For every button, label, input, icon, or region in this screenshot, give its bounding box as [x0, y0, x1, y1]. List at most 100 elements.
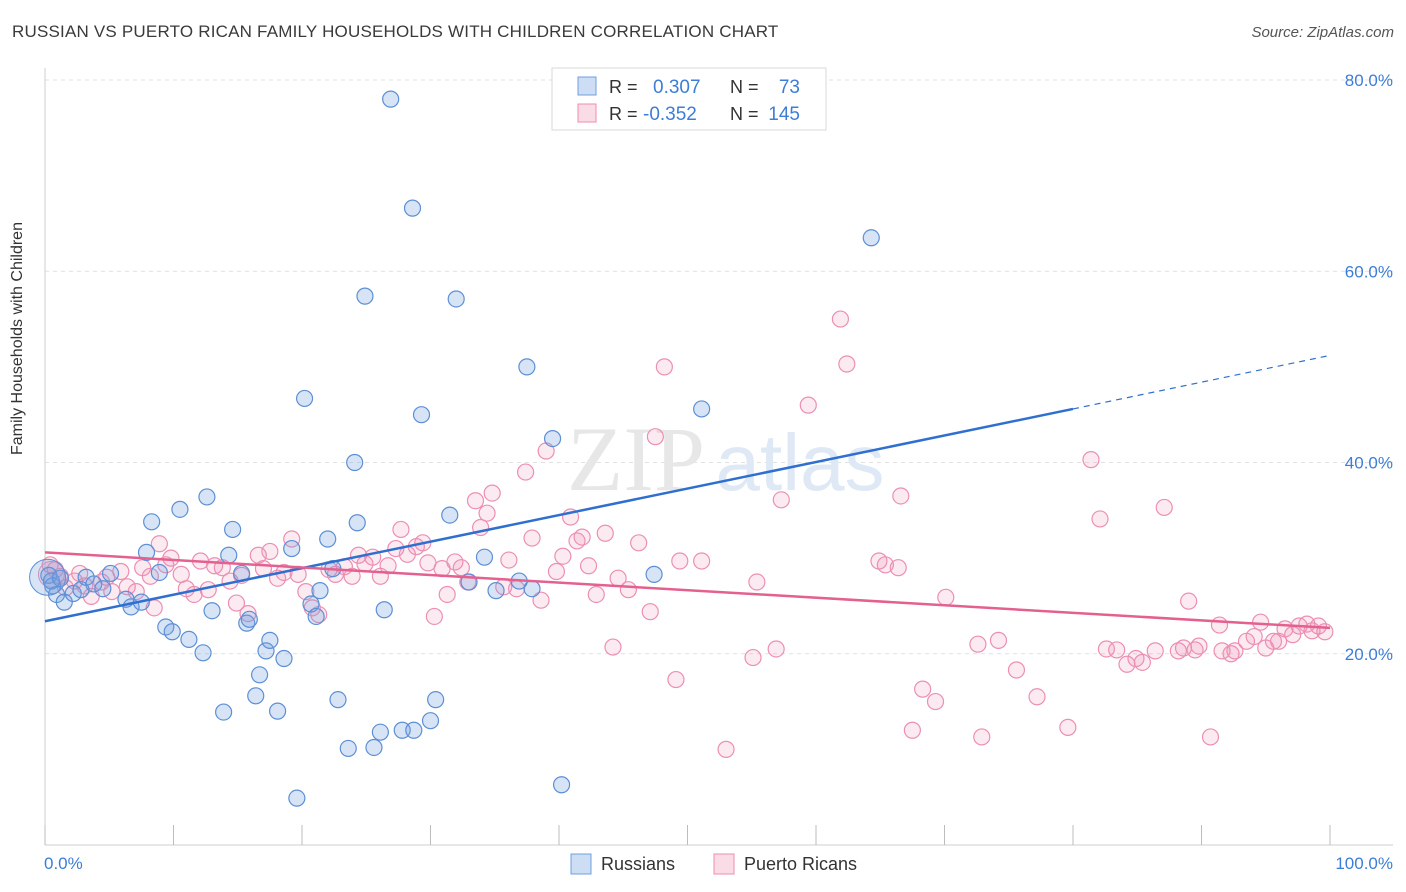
- point-puerto-ricans: [1264, 632, 1283, 650]
- point-russians: [268, 702, 287, 720]
- point-russians: [295, 389, 314, 408]
- point-puerto-ricans: [1082, 451, 1100, 469]
- point-puerto-ricans: [744, 648, 762, 667]
- point-russians: [693, 400, 711, 418]
- point-russians: [283, 539, 301, 558]
- point-puerto-ricans: [587, 585, 605, 604]
- point-russians: [339, 739, 357, 758]
- point-russians: [163, 623, 181, 641]
- point-russians: [319, 530, 337, 548]
- point-puerto-ricans: [772, 491, 790, 509]
- point-russians: [94, 580, 112, 598]
- point-puerto-ricans: [619, 581, 637, 599]
- point-puerto-ricans: [118, 578, 136, 596]
- point-russians: [487, 582, 505, 600]
- point-russians: [137, 543, 156, 561]
- axes: [44, 68, 1393, 846]
- point-russians: [29, 558, 67, 596]
- legend-bottom-label-puerto-ricans: Puerto Ricans: [744, 854, 857, 874]
- point-russians: [441, 506, 459, 524]
- legend-n-value-1: 73: [779, 77, 800, 98]
- point-russians: [518, 358, 536, 376]
- point-puerto-ricans: [425, 607, 443, 626]
- point-russians: [447, 290, 465, 308]
- legend-swatch-russians: [577, 76, 597, 96]
- legend-r-label-2: R =: [609, 104, 638, 124]
- point-puerto-ricans: [989, 631, 1008, 649]
- legend-bottom-swatch-russians: [570, 853, 592, 875]
- legend-r-value-1: 0.307: [653, 77, 701, 98]
- point-russians: [240, 610, 258, 628]
- point-russians: [645, 565, 663, 583]
- watermark-atlas: atlas: [716, 418, 885, 507]
- y-tick-labels: 20.0% 40.0% 60.0% 80.0%: [1345, 71, 1393, 664]
- point-puerto-ricans: [1108, 641, 1126, 659]
- point-puerto-ricans: [717, 740, 735, 758]
- point-russians: [862, 229, 880, 247]
- point-russians: [150, 563, 168, 582]
- legend-n-value-2: 145: [768, 104, 800, 125]
- point-russians: [247, 687, 265, 705]
- point-puerto-ricans: [466, 492, 485, 510]
- point-puerto-ricans: [227, 594, 246, 612]
- point-russians: [403, 199, 422, 217]
- chart-title: RUSSIAN VS PUERTO RICAN FAMILY HOUSEHOLD…: [12, 22, 779, 41]
- point-russians: [250, 666, 269, 684]
- point-russians: [307, 607, 325, 626]
- point-puerto-ricans: [831, 310, 850, 328]
- point-puerto-ricans: [667, 670, 685, 689]
- point-russians: [382, 90, 400, 108]
- point-puerto-ricans: [1180, 592, 1198, 610]
- y-tick-label: 20.0%: [1345, 645, 1393, 664]
- point-puerto-ricans: [1028, 688, 1046, 706]
- point-puerto-ricans: [478, 504, 496, 522]
- point-russians: [288, 789, 306, 807]
- point-russians: [371, 723, 389, 741]
- point-puerto-ricans: [903, 721, 921, 739]
- point-puerto-ricans: [748, 573, 766, 591]
- source-label: Source: ZipAtlas.com: [1251, 24, 1394, 41]
- point-puerto-ricans: [579, 557, 598, 575]
- point-puerto-ricans: [799, 396, 817, 414]
- point-russians: [405, 721, 423, 739]
- point-russians: [346, 453, 364, 472]
- point-puerto-ricans: [283, 530, 301, 548]
- point-puerto-ricans: [1169, 642, 1187, 660]
- point-russians: [64, 584, 82, 603]
- point-puerto-ricans: [937, 588, 955, 606]
- point-puerto-ricans: [1190, 637, 1208, 655]
- point-puerto-ricans: [671, 552, 689, 570]
- point-puerto-ricans: [1245, 627, 1263, 646]
- point-puerto-ricans: [162, 549, 180, 567]
- point-puerto-ricans: [343, 567, 361, 585]
- y-tick-label: 80.0%: [1345, 71, 1393, 90]
- point-puerto-ricans: [1201, 728, 1220, 746]
- point-russians: [257, 642, 275, 660]
- point-russians: [348, 514, 366, 532]
- point-puerto-ricans: [261, 542, 279, 561]
- legend-r-label-1: R =: [609, 77, 638, 97]
- trendline-russians: [44, 407, 1074, 623]
- trendline-puerto-ricans: [44, 551, 1331, 630]
- point-puerto-ricans: [141, 567, 159, 585]
- legend-n-label-2: N =: [730, 104, 759, 124]
- point-puerto-ricans: [641, 603, 659, 621]
- point-puerto-ricans: [926, 692, 945, 711]
- point-puerto-ricans: [892, 487, 910, 505]
- legend-r-value-2: -0.352: [643, 104, 697, 125]
- point-puerto-ricans: [889, 559, 907, 577]
- point-puerto-ricans: [452, 559, 470, 577]
- legend-bottom-swatch-puerto-ricans: [713, 853, 735, 875]
- y-tick-label: 60.0%: [1345, 262, 1393, 281]
- point-russians: [552, 776, 571, 794]
- point-russians: [375, 601, 393, 619]
- x-tick-label-max: 100.0%: [1335, 854, 1393, 873]
- legend-swatch-puerto-ricans: [577, 103, 597, 123]
- point-puerto-ricans: [914, 680, 932, 698]
- point-puerto-ricans: [1133, 653, 1151, 671]
- point-puerto-ricans: [547, 562, 566, 581]
- point-russians: [412, 406, 431, 424]
- series-russians-points: [29, 90, 880, 807]
- point-puerto-ricans: [500, 551, 518, 569]
- point-russians: [261, 631, 279, 649]
